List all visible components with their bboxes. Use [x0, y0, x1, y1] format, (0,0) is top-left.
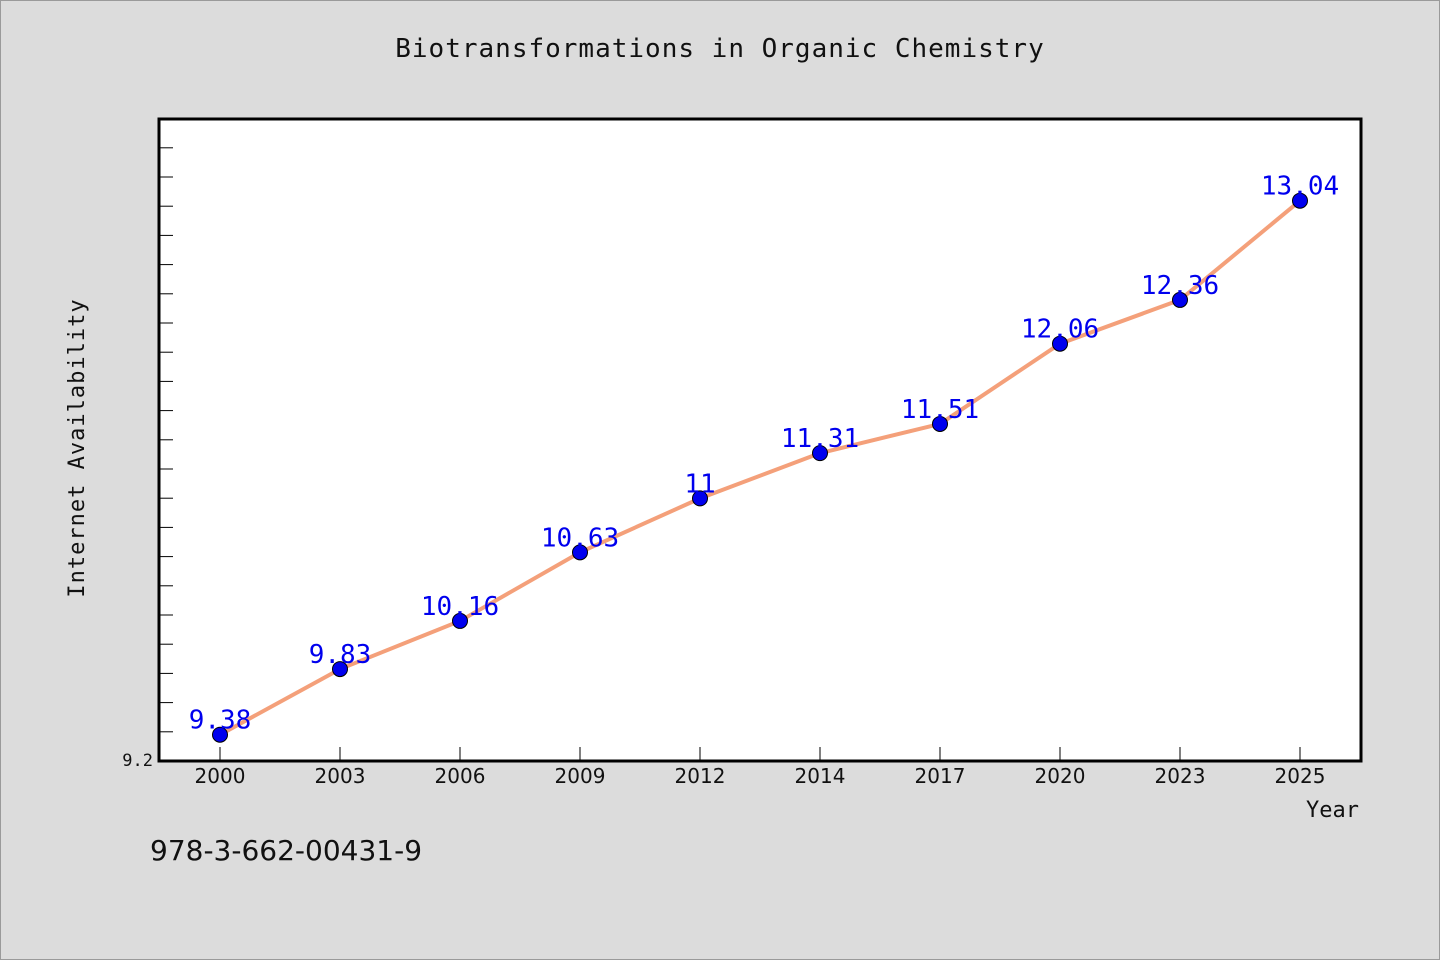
data-label: 11	[684, 469, 715, 499]
data-point	[1292, 192, 1308, 209]
chart-title: Biotransformations in Organic Chemistry	[395, 34, 1045, 64]
x-tick-label: 2025	[1275, 764, 1326, 788]
data-label: 10.63	[541, 523, 619, 553]
x-axis-tick-labels: 2000 2003 2006 2009 2012 2014 2017 2020 2023 2025	[195, 764, 1326, 788]
data-point	[572, 544, 588, 561]
data-point-markers	[212, 192, 1308, 743]
data-label: 11.31	[781, 424, 859, 454]
plot-area	[157, 117, 1363, 763]
x-tick-label: 2006	[435, 764, 486, 788]
isbn-text: 978-3-662-00431-9	[150, 834, 423, 867]
data-label: 9.38	[189, 706, 252, 736]
x-tick-label: 2017	[915, 764, 966, 788]
data-point	[1172, 291, 1188, 308]
data-label: 9.83	[309, 640, 372, 670]
x-tick-label: 2020	[1035, 764, 1086, 788]
data-label: 11.51	[901, 395, 979, 425]
data-labels: 9.38 9.83 10.16 10.63 11 11.31 11.51 12.06 12.36…	[189, 172, 1339, 736]
x-tick-label: 2009	[555, 764, 606, 788]
x-tick-label: 2012	[675, 764, 726, 788]
x-axis-label: Year	[1306, 798, 1359, 823]
x-tick-label: 2023	[1155, 764, 1206, 788]
x-tick-label: 2014	[795, 764, 846, 788]
data-point	[212, 726, 228, 743]
data-label: 12.06	[1021, 315, 1099, 345]
x-axis-ticks	[219, 747, 1301, 761]
data-label: 13.04	[1261, 172, 1339, 202]
y-tick-label: 9.2	[122, 751, 153, 771]
data-label: 12.36	[1141, 271, 1219, 301]
data-point	[1052, 335, 1068, 352]
x-tick-label: 2003	[315, 764, 366, 788]
data-point	[932, 415, 948, 432]
x-tick-label: 2000	[195, 764, 246, 788]
y-axis-ticks	[159, 147, 173, 733]
y-axis-label: Internet Availability	[65, 298, 90, 597]
series-line	[218, 198, 1302, 737]
data-point	[332, 661, 348, 678]
data-point	[812, 445, 828, 462]
data-point	[452, 612, 468, 629]
data-point	[692, 490, 708, 507]
data-label: 10.16	[421, 592, 499, 622]
